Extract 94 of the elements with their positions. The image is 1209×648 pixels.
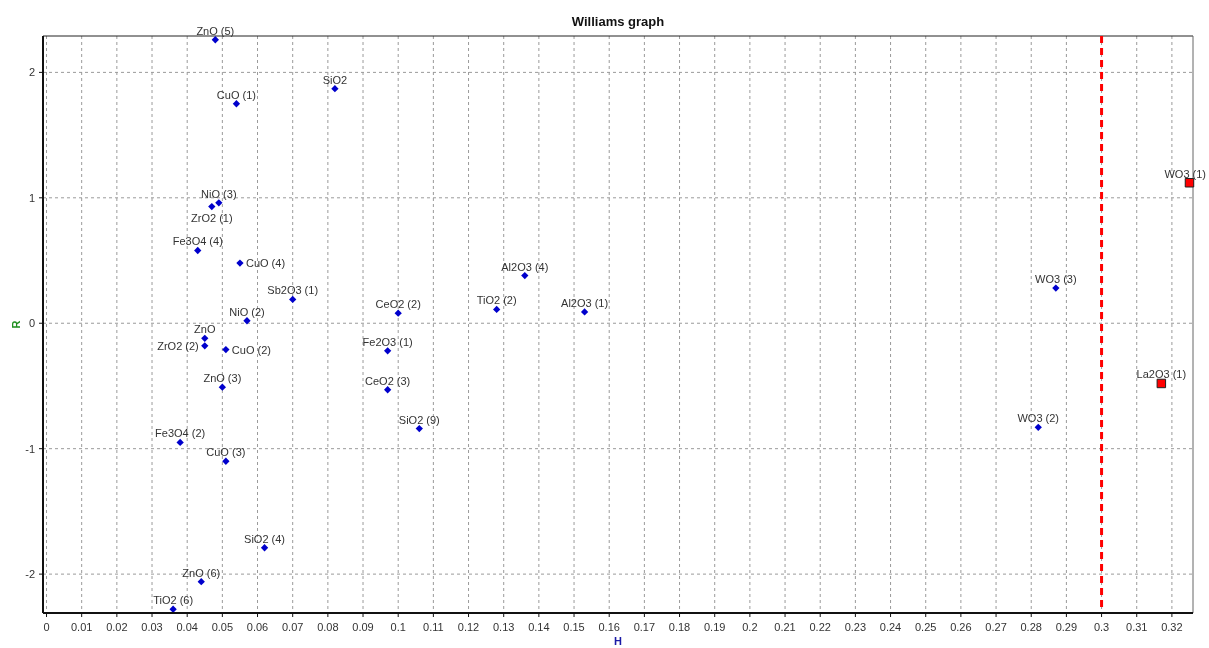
annotation: CuO (3) bbox=[206, 446, 246, 459]
x-tick-label: 0.13 bbox=[492, 621, 515, 633]
annotation: WO3 (3) bbox=[1035, 273, 1077, 286]
point bbox=[1034, 423, 1042, 432]
x-tick-label: 0.26 bbox=[950, 621, 972, 633]
point bbox=[331, 85, 339, 93]
x-tick-label: 0.1 bbox=[390, 621, 406, 633]
annotation: ZrO2 (2) bbox=[157, 339, 199, 352]
annotation: TiO2 (6) bbox=[153, 594, 194, 607]
x-tick-label: 0.23 bbox=[844, 621, 867, 633]
point bbox=[289, 295, 297, 304]
annotation: Al2O3 (4) bbox=[501, 260, 549, 273]
point bbox=[580, 308, 589, 316]
annotation: CeO2 (2) bbox=[375, 298, 421, 311]
annotation: SiO2 (9) bbox=[398, 413, 440, 426]
annotation: CuO (2) bbox=[231, 343, 271, 356]
x-tick-label: 0.19 bbox=[704, 621, 726, 633]
x-tick-label: 0.04 bbox=[176, 621, 198, 633]
x-tick-label: 0.02 bbox=[106, 621, 128, 633]
point bbox=[394, 309, 402, 317]
annotation: TiO2 (2) bbox=[476, 294, 517, 307]
x-tick-label: 0.01 bbox=[70, 621, 93, 633]
x-tick-label: 0.17 bbox=[633, 621, 656, 633]
annotation: ZrO2 (1) bbox=[191, 211, 233, 224]
annotation: ZnO (5) bbox=[196, 24, 235, 37]
x-tick-label: 0.32 bbox=[1161, 621, 1183, 633]
point bbox=[218, 383, 227, 391]
annotation: Fe3O4 (4) bbox=[172, 235, 223, 248]
y-tick-label: 1 bbox=[28, 191, 35, 204]
x-tick-label: 0.03 bbox=[141, 621, 163, 633]
annotation: CuO (4) bbox=[245, 257, 286, 270]
point bbox=[384, 347, 392, 355]
x-tick-label: 0.14 bbox=[528, 621, 550, 633]
x-tick-label: 0.3 bbox=[1093, 621, 1110, 633]
point bbox=[222, 457, 230, 465]
x-tick-label: 0.27 bbox=[985, 621, 1007, 633]
annotation: NiO (2) bbox=[229, 305, 265, 318]
annotation: Sb2O3 (1) bbox=[267, 284, 319, 297]
annotation: ZnO (6) bbox=[182, 566, 221, 579]
x-tick-label: 0.12 bbox=[457, 621, 480, 633]
x-tick-label: 0.25 bbox=[915, 621, 937, 633]
x-tick-label: 0.09 bbox=[352, 621, 374, 633]
point bbox=[384, 386, 392, 394]
chart-title: Williams graph bbox=[571, 14, 665, 29]
y-tick-label: 0 bbox=[28, 317, 35, 330]
annotation: La2O3 (1) bbox=[1136, 368, 1187, 381]
point bbox=[176, 438, 184, 447]
annotation: CeO2 (3) bbox=[365, 374, 411, 387]
x-tick-label: 0.07 bbox=[281, 621, 304, 633]
point bbox=[1184, 178, 1195, 188]
x-tick-label: 0.18 bbox=[668, 621, 691, 633]
annotation: CuO (1) bbox=[216, 88, 256, 101]
point bbox=[201, 334, 209, 342]
x-tick-label: 0.05 bbox=[211, 621, 234, 633]
x-tick-label: 0.16 bbox=[598, 621, 620, 633]
y-tick-label: -1 bbox=[25, 442, 35, 455]
x-tick-label: 0 bbox=[43, 621, 50, 633]
y-tick-label: 2 bbox=[28, 66, 35, 79]
annotation: WO3 (1) bbox=[1164, 167, 1207, 180]
point bbox=[1156, 378, 1167, 389]
x-tick-label: 0.21 bbox=[774, 621, 796, 633]
x-tick-label: 0.24 bbox=[879, 621, 902, 633]
x-tick-label: 0.28 bbox=[1020, 621, 1042, 633]
point bbox=[208, 202, 216, 211]
annotation: Al2O3 (1) bbox=[561, 296, 609, 309]
annotation: ZnO bbox=[194, 323, 216, 336]
x-axis-title: H bbox=[614, 635, 623, 647]
annotation: Fe3O4 (2) bbox=[155, 427, 206, 440]
annotation: NiO (3) bbox=[201, 187, 237, 200]
point bbox=[415, 424, 423, 433]
x-tick-label: 0.15 bbox=[563, 621, 585, 633]
annotation: SiO2 bbox=[322, 73, 348, 86]
x-tick-label: 0.11 bbox=[423, 621, 444, 633]
annotation: ZnO (3) bbox=[203, 372, 242, 385]
x-tick-label: 0.2 bbox=[742, 621, 758, 633]
y-axis-title: R bbox=[10, 320, 22, 329]
x-tick-label: 0.06 bbox=[246, 621, 269, 633]
x-tick-label: 0.08 bbox=[317, 621, 339, 633]
annotation: WO3 (2) bbox=[1017, 412, 1060, 425]
point bbox=[260, 544, 269, 552]
point bbox=[493, 305, 501, 314]
point bbox=[521, 271, 529, 280]
x-tick-label: 0.29 bbox=[1055, 621, 1078, 633]
y-tick-label: -2 bbox=[25, 568, 35, 581]
x-tick-label: 0.22 bbox=[809, 621, 831, 633]
point bbox=[201, 342, 209, 350]
point bbox=[211, 36, 219, 44]
point bbox=[194, 246, 202, 255]
annotation: Fe2O3 (1) bbox=[362, 335, 413, 348]
point bbox=[232, 100, 241, 108]
annotation: SiO2 (4) bbox=[244, 532, 286, 545]
point bbox=[222, 345, 230, 354]
point bbox=[197, 577, 205, 586]
x-tick-label: 0.31 bbox=[1126, 621, 1148, 633]
